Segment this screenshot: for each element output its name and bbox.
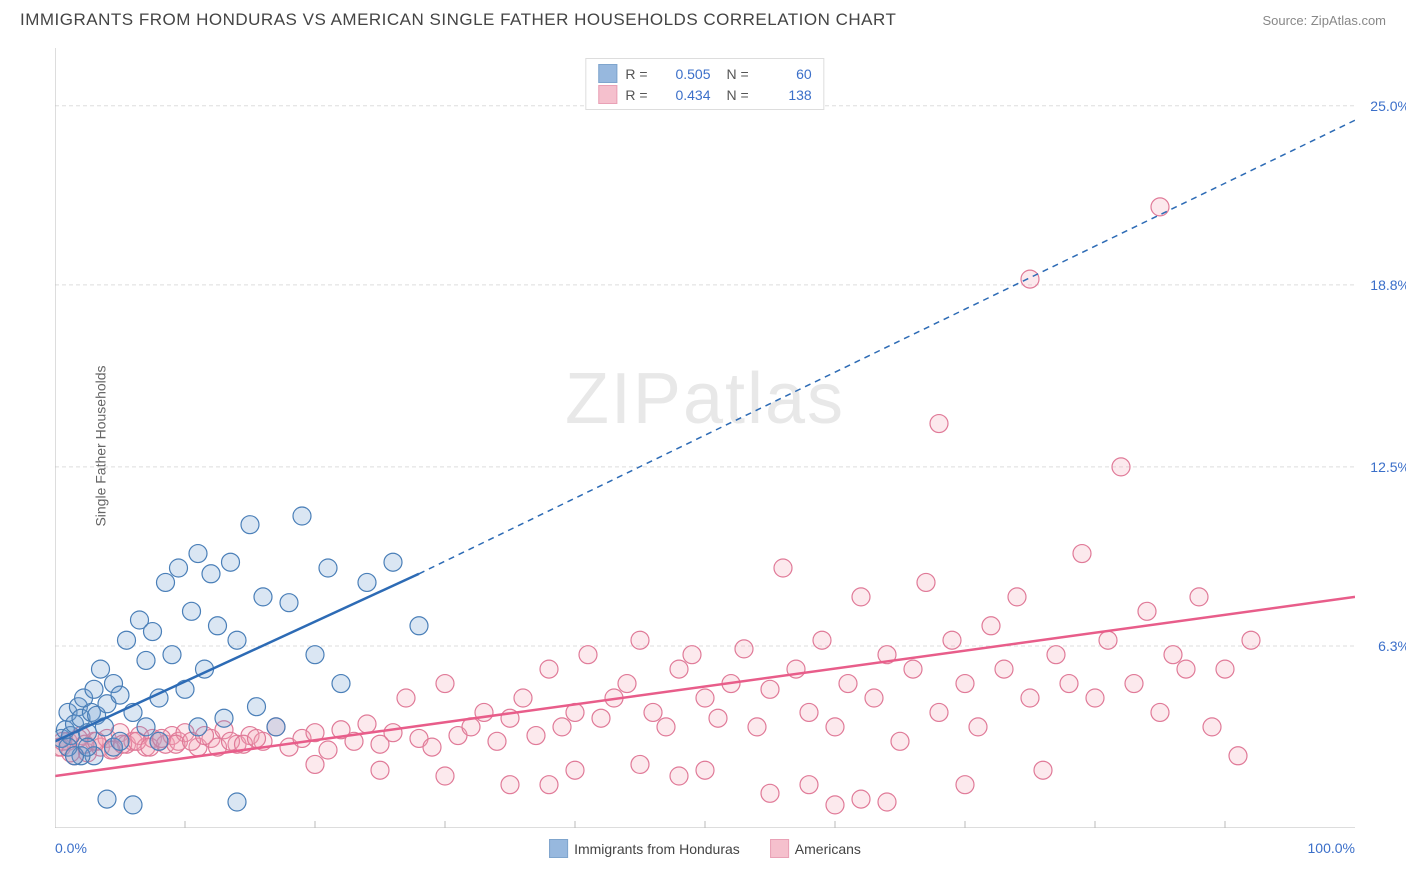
y-tick-label: 25.0% (1370, 98, 1406, 114)
y-tick-label: 18.8% (1370, 277, 1406, 293)
swatch-honduras (598, 64, 617, 83)
legend-series: Immigrants from Honduras Americans (549, 839, 861, 858)
y-tick-label: 6.3% (1378, 638, 1406, 654)
scatter-plot (55, 48, 1355, 828)
y-tick-label: 12.5% (1370, 459, 1406, 475)
legend-item-honduras: Immigrants from Honduras (549, 839, 740, 858)
chart-title: IMMIGRANTS FROM HONDURAS VS AMERICAN SIN… (20, 10, 896, 30)
chart-area: ZIPatlas R = 0.505 N = 60 R = 0.434 N = … (55, 48, 1355, 828)
legend-correlation: R = 0.505 N = 60 R = 0.434 N = 138 (585, 58, 824, 110)
swatch-americans (598, 85, 617, 104)
x-tick-label: 100.0% (1308, 840, 1355, 856)
swatch-americans (770, 839, 789, 858)
source-label: Source: ZipAtlas.com (1262, 13, 1386, 28)
legend-item-americans: Americans (770, 839, 861, 858)
x-tick-label: 0.0% (55, 840, 87, 856)
swatch-honduras (549, 839, 568, 858)
legend-row-honduras: R = 0.505 N = 60 (598, 63, 811, 84)
legend-row-americans: R = 0.434 N = 138 (598, 84, 811, 105)
